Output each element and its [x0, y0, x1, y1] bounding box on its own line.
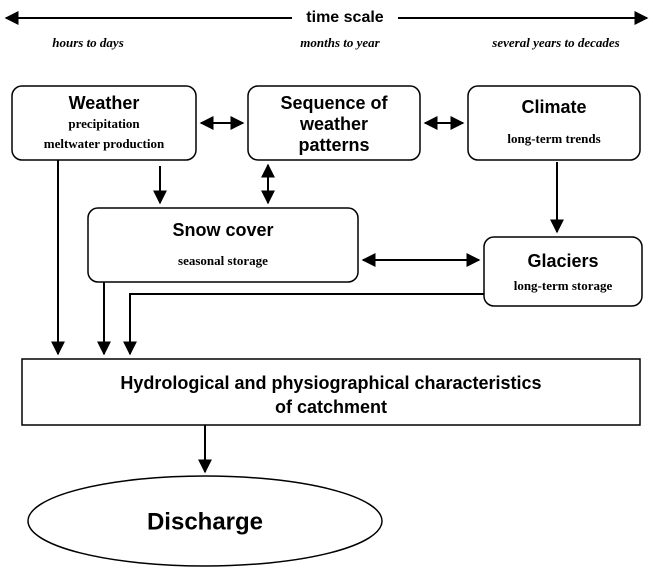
node-title: Weather: [69, 93, 140, 113]
node-title: weather: [299, 114, 368, 134]
node-title: patterns: [298, 135, 369, 155]
node: Sequence of weather patterns: [247, 85, 421, 161]
node-box: [87, 207, 359, 283]
time-scale: time scale hours to days months to year …: [4, 9, 649, 50]
node-box: [11, 85, 197, 161]
scale-label: several years to decades: [491, 35, 619, 50]
catchment-text: Hydrological and physiographical charact…: [120, 373, 541, 393]
discharge-label: Discharge: [147, 508, 263, 535]
node: Glaciers long-term storage: [483, 236, 643, 307]
arrow: [123, 293, 484, 356]
node-text: long-term trends: [507, 131, 600, 146]
node-title: Sequence of: [280, 93, 388, 113]
scale-label: hours to days: [52, 35, 124, 50]
node-title: Glaciers: [527, 251, 598, 271]
arrows: [51, 116, 564, 474]
catchment-box: [21, 358, 641, 426]
node-text: long-term storage: [514, 278, 613, 293]
node-text: meltwater production: [44, 136, 165, 151]
discharge-ellipse: [27, 475, 383, 567]
discharge: Discharge: [27, 475, 383, 567]
node-text: seasonal storage: [178, 253, 268, 268]
scale-label: months to year: [300, 35, 380, 50]
node-title: Climate: [521, 97, 586, 117]
node-box: [483, 236, 643, 307]
catchment-text: of catchment: [275, 397, 387, 417]
time-scale-label: time scale: [306, 9, 383, 26]
node-box: [247, 85, 421, 161]
node-title: Snow cover: [172, 220, 273, 240]
node-box: [467, 85, 641, 161]
node: Weather precipitation meltwater producti…: [11, 85, 197, 161]
catchment: Hydrological and physiographical charact…: [21, 358, 641, 426]
node: Climate long-term trends: [467, 85, 641, 161]
node: Snow cover seasonal storage: [87, 207, 359, 283]
node-text: precipitation: [68, 116, 140, 131]
